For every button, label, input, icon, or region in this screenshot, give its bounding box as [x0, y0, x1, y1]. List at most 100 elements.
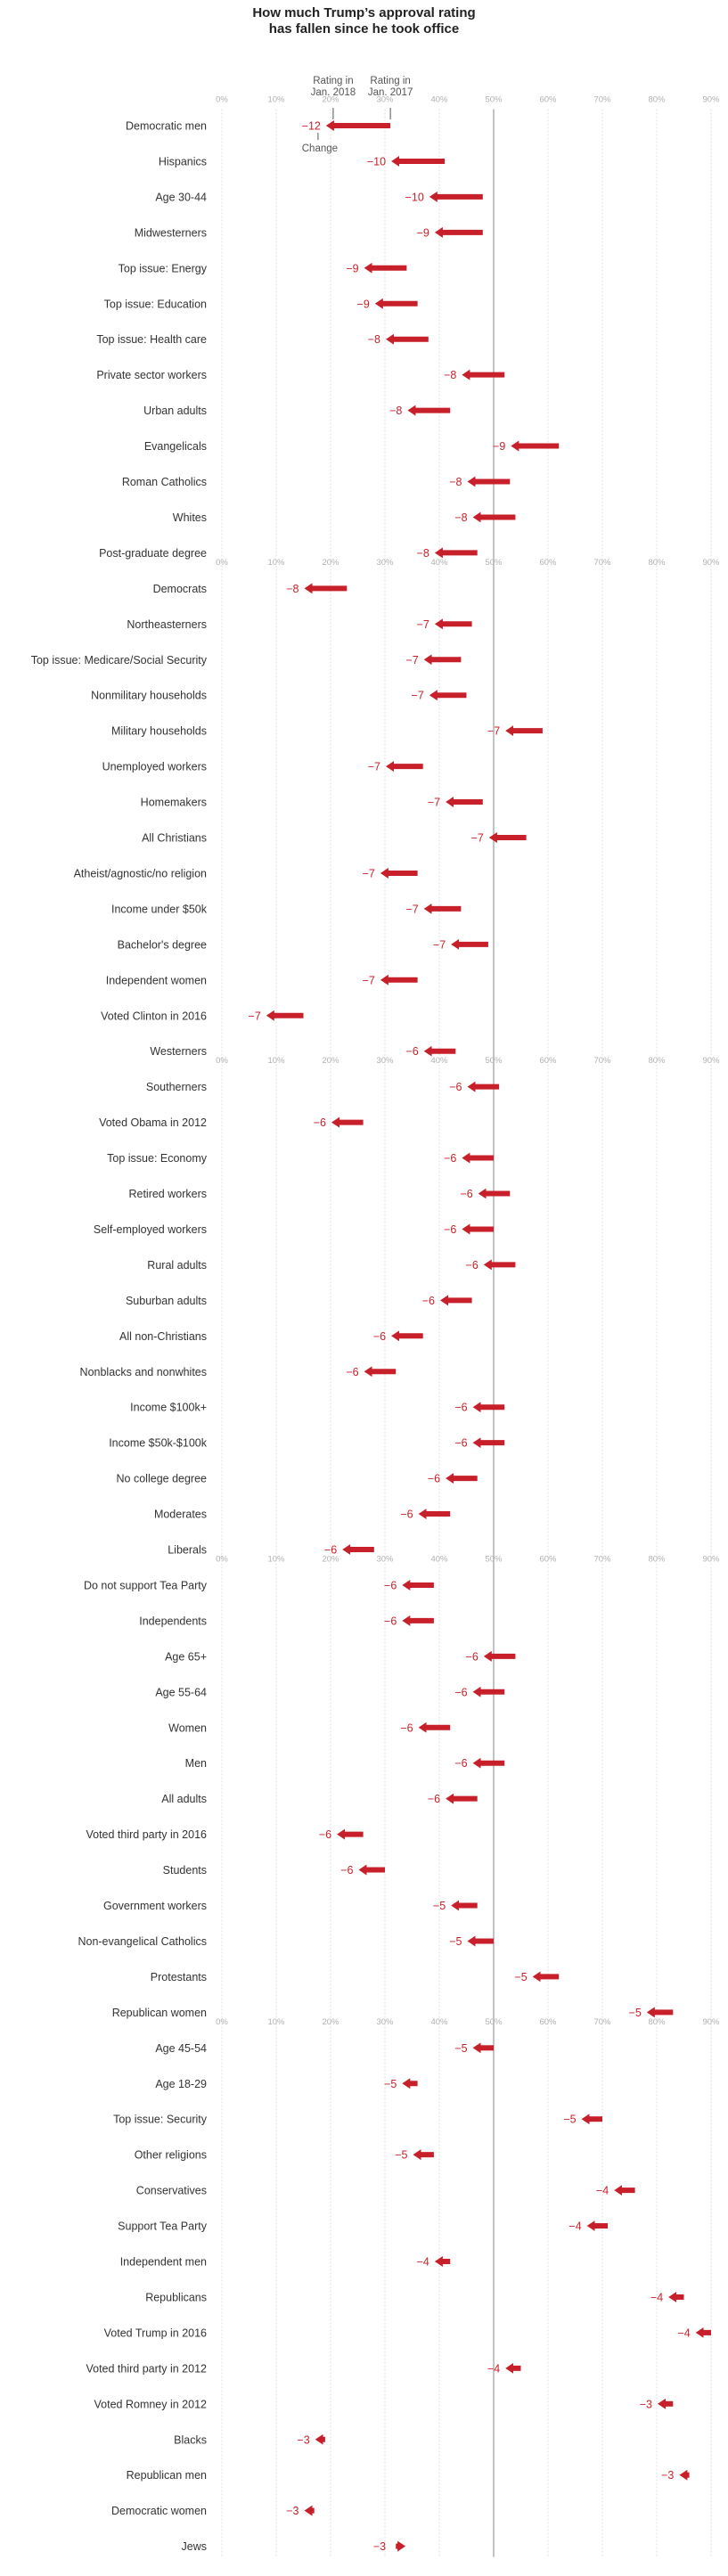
- change-value-label: −6: [384, 1615, 397, 1627]
- data-row: Democrats −8: [153, 583, 348, 595]
- category-label: Liberals: [168, 1544, 207, 1557]
- change-value-label: −6: [400, 1721, 413, 1734]
- x-tick-label: 50%: [485, 1056, 503, 1066]
- category-label: Age 30-44: [155, 191, 207, 203]
- data-row: Students −6: [163, 1864, 385, 1877]
- change-value-label: −4: [596, 2185, 609, 2197]
- x-tick-label: 60%: [539, 2017, 557, 2027]
- x-tick-label: 20%: [322, 2017, 339, 2027]
- x-tick-label: 0%: [216, 1056, 228, 1066]
- category-label: No college degree: [117, 1473, 208, 1485]
- x-tick-label: 0%: [216, 558, 228, 568]
- change-value-label: −7: [471, 832, 484, 845]
- change-value-label: −6: [466, 1650, 479, 1663]
- x-tick-label: 50%: [485, 1554, 503, 1564]
- category-label: Moderates: [154, 1509, 207, 1521]
- data-row: Income $50k-$100k −6: [109, 1437, 505, 1450]
- data-row: Nonmilitary households −7: [91, 690, 467, 702]
- data-row: Homemakers −7: [141, 797, 483, 809]
- data-row: Age 18-29 −5: [155, 2078, 418, 2090]
- data-row: Jews −3: [182, 2540, 406, 2553]
- change-value-label: −7: [405, 903, 418, 915]
- change-value-label: −6: [346, 1366, 358, 1378]
- data-row: Military households −7: [111, 725, 543, 738]
- category-label: All Christians: [142, 832, 207, 845]
- change-value-label: −4: [417, 2256, 429, 2269]
- category-label: Jews: [182, 2540, 207, 2553]
- data-row: Other religions −5: [135, 2149, 434, 2162]
- x-tick-label: 0%: [216, 1554, 228, 1564]
- x-tick-label: 40%: [430, 1554, 448, 1564]
- category-label: Suburban adults: [126, 1295, 207, 1307]
- change-value-label: −7: [433, 938, 446, 951]
- data-row: Voted Romney in 2012 −3: [94, 2398, 674, 2410]
- change-value-label: −7: [417, 618, 429, 631]
- x-tick-label: 10%: [267, 1056, 285, 1066]
- change-value-label: −6: [324, 1544, 337, 1557]
- x-tick-label: 60%: [539, 558, 557, 568]
- data-row: Do not support Tea Party −6: [84, 1579, 434, 1591]
- category-label: Urban adults: [143, 405, 207, 417]
- x-tick-label: 80%: [648, 2017, 666, 2027]
- x-tick-label: 20%: [322, 558, 339, 568]
- category-label: Support Tea Party: [118, 2220, 208, 2233]
- x-tick-label: 40%: [430, 1056, 448, 1066]
- data-row: Top issue: Education −9: [104, 298, 418, 310]
- data-row: Urban adults −8: [143, 405, 451, 417]
- category-label: Age 55-64: [155, 1686, 207, 1698]
- category-label: Top issue: Energy: [119, 262, 208, 274]
- x-tick-label: 60%: [539, 1554, 557, 1564]
- data-row: Non-evangelical Catholics −5: [78, 1935, 494, 1948]
- change-value-label: −3: [297, 2433, 309, 2446]
- change-value-label: −5: [563, 2114, 576, 2126]
- data-row: Age 55-64 −6: [155, 1686, 505, 1698]
- change-value-label: −3: [373, 2540, 386, 2553]
- data-row: Protestants −5: [151, 1971, 560, 1983]
- category-label: Women: [168, 1721, 207, 1734]
- data-row: Liberals −6: [168, 1544, 374, 1557]
- data-row: Blacks −3: [174, 2433, 325, 2446]
- change-value-label: −6: [319, 1828, 331, 1841]
- change-value-label: −6: [466, 1259, 479, 1272]
- data-row: Democratic men −12: [126, 120, 391, 133]
- change-value-label: −7: [412, 690, 424, 702]
- category-label: Age 18-29: [155, 2078, 207, 2090]
- category-label: Conservatives: [136, 2185, 207, 2197]
- data-row: Top issue: Energy −9: [119, 262, 407, 274]
- change-value-label: −6: [449, 1081, 462, 1093]
- category-label: Independent women: [106, 974, 207, 986]
- data-row: Independent women −7: [106, 974, 418, 986]
- category-label: Homemakers: [141, 797, 207, 809]
- data-row: Private sector workers −8: [96, 369, 505, 381]
- category-label: Voted Obama in 2012: [99, 1116, 207, 1129]
- chart-title-line-2: has fallen since he took office: [268, 21, 460, 37]
- x-tick-label: 10%: [267, 95, 285, 105]
- x-tick-label: 70%: [593, 95, 611, 105]
- category-label: Other religions: [135, 2149, 207, 2162]
- change-value-label: −8: [286, 583, 299, 595]
- annotation-rating-2018: Rating in: [313, 76, 353, 86]
- x-tick-label: 0%: [216, 2017, 228, 2027]
- change-value-label: −9: [346, 262, 358, 274]
- annotation-rating-2017: Rating in: [370, 76, 410, 86]
- category-label: Age 45-54: [155, 2042, 207, 2055]
- change-value-label: −4: [487, 2362, 500, 2375]
- category-label: Top issue: Security: [113, 2114, 208, 2126]
- change-value-label: −6: [373, 1330, 386, 1343]
- data-row: Whites −8: [173, 511, 516, 524]
- data-row: Age 45-54 −5: [155, 2042, 494, 2055]
- category-label: Top issue: Health care: [96, 333, 207, 346]
- data-row: All Christians −7: [142, 832, 527, 845]
- category-label: Democratic men: [126, 120, 207, 133]
- category-label: Hispanics: [159, 155, 207, 168]
- change-value-label: −6: [314, 1116, 326, 1129]
- category-label: Evangelicals: [144, 440, 207, 453]
- data-row: Republican men −3: [127, 2469, 690, 2482]
- data-row: Government workers −5: [103, 1900, 478, 1912]
- data-row: Income under $50k −7: [111, 903, 462, 915]
- category-label: Democratic women: [111, 2505, 207, 2517]
- chart-title-line-1: How much Trump’s approval rating: [252, 5, 476, 20]
- data-row: Self-employed workers −6: [94, 1223, 494, 1236]
